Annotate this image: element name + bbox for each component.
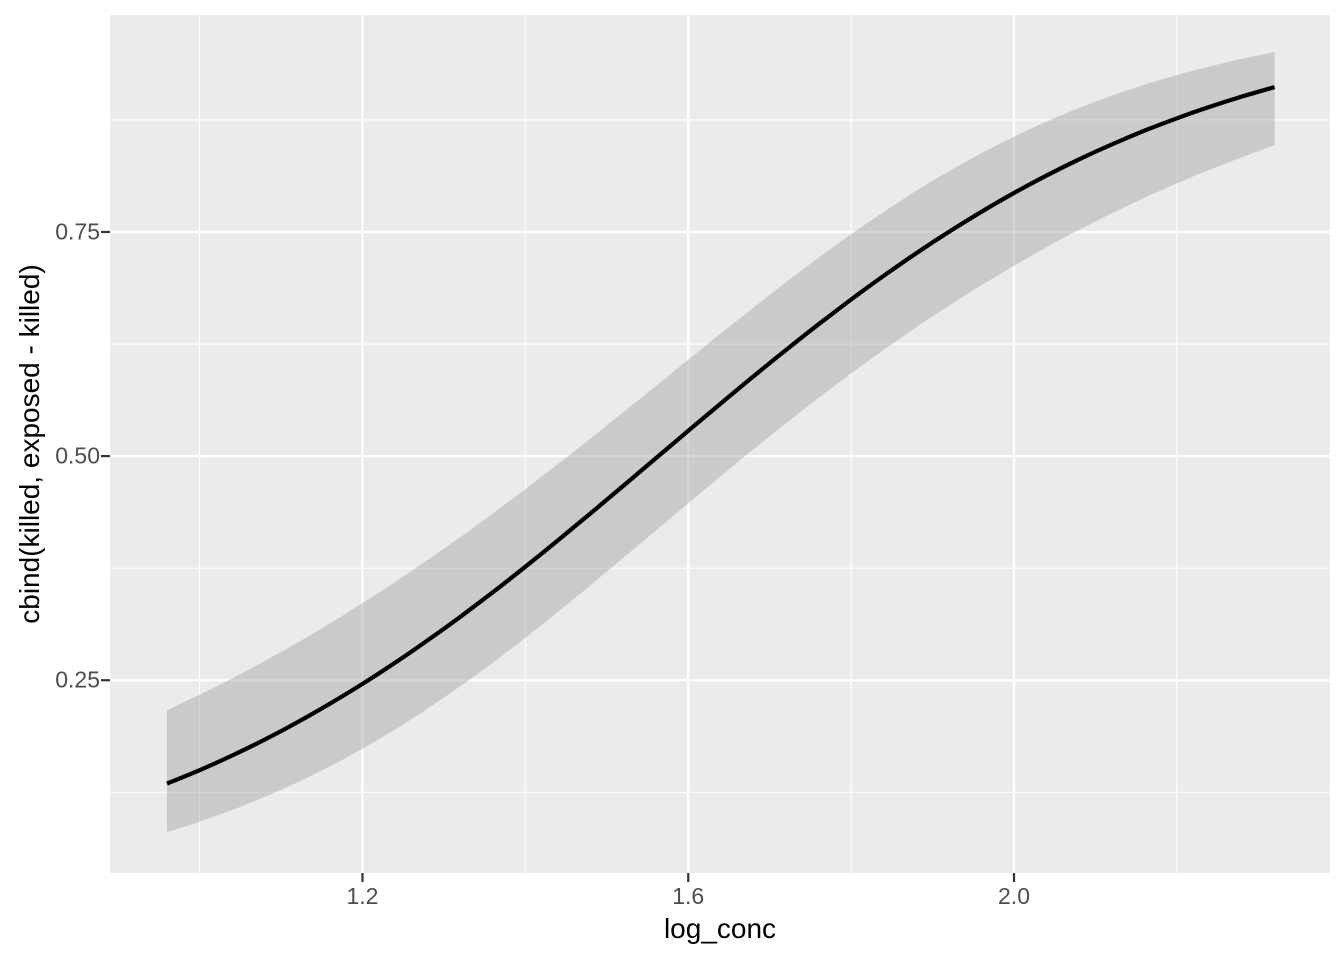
y-tick-label: 0.50	[55, 442, 100, 469]
x-tick-label: 2.0	[998, 883, 1030, 909]
x-axis-title: log_conc	[663, 913, 777, 944]
y-tick-label: 0.25	[55, 666, 100, 693]
x-tick-label: 1.6	[672, 883, 705, 909]
fitted-line	[166, 85, 1276, 786]
confidence-ribbon	[167, 52, 1275, 833]
panel-background	[110, 15, 1330, 873]
y-tick-label: 0.75	[55, 218, 100, 245]
y-axis-title: cbind(killed, exposed - killed)	[14, 264, 45, 624]
x-tick-label: 1.2	[346, 883, 379, 909]
